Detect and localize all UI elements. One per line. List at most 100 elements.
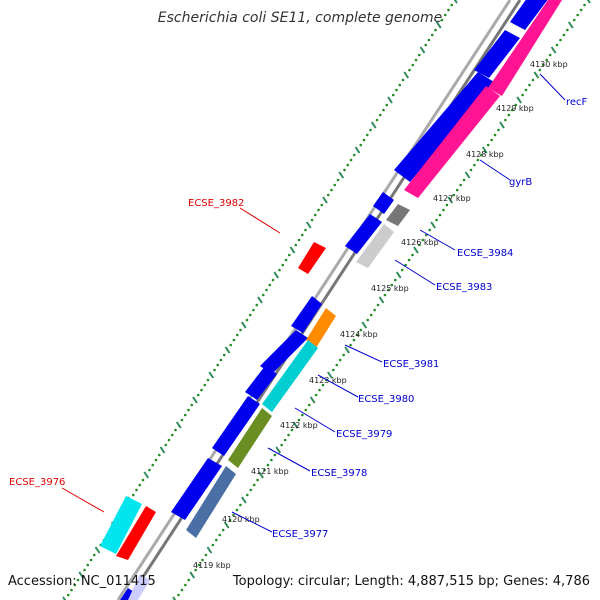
ruler-dot xyxy=(462,178,466,182)
ruler-dot xyxy=(232,513,235,517)
label-leader-line xyxy=(239,207,281,234)
gene-label[interactable]: ECSE_3980 xyxy=(358,394,414,405)
ruler-dot xyxy=(524,88,528,92)
ruler-dot xyxy=(266,463,270,467)
ruler-dot xyxy=(447,8,450,12)
ruler-dash xyxy=(208,371,215,379)
ruler-dot xyxy=(490,138,493,142)
label-leader-line xyxy=(344,344,383,363)
gene-red-3982[interactable] xyxy=(298,242,326,274)
gene-blue-4[interactable] xyxy=(373,192,394,214)
ruler-dot xyxy=(400,268,404,272)
gene-blue-1[interactable] xyxy=(510,0,555,30)
ruler-dot xyxy=(375,118,379,122)
ruler-dot xyxy=(428,228,431,232)
gene-label[interactable]: ECSE_3983 xyxy=(436,282,492,293)
ruler-dot xyxy=(318,388,321,392)
ruler-dot xyxy=(287,433,290,437)
ruler-dot xyxy=(385,103,389,107)
ruler-dot xyxy=(177,593,180,597)
gene-label[interactable]: ECSE_3976 xyxy=(9,477,65,488)
ruler-dot xyxy=(393,278,397,282)
gene-label[interactable]: ECSE_3981 xyxy=(383,359,439,370)
ruler-dot xyxy=(154,458,158,462)
ruler-dot xyxy=(235,508,239,512)
ruler-dot xyxy=(89,558,93,562)
tick-label: 4124 kbp xyxy=(340,330,378,339)
gene-cyan-3976[interactable] xyxy=(100,496,142,554)
ruler-dot xyxy=(317,208,320,212)
ruler-dot xyxy=(265,288,268,292)
ruler-dot xyxy=(359,143,363,147)
ruler-dash xyxy=(354,146,361,154)
summary-label: Topology: circular; Length: 4,887,515 bp… xyxy=(232,574,590,589)
ruler-dot xyxy=(287,253,291,257)
dotted-ruler-outer xyxy=(62,0,458,600)
ruler-dot xyxy=(562,33,566,37)
gene-blue-10[interactable] xyxy=(171,458,222,520)
ruler-dot xyxy=(232,338,236,342)
gene-label[interactable]: gyrB xyxy=(509,177,532,188)
tick-label: 4122 kbp xyxy=(280,421,318,430)
ruler-dot xyxy=(326,193,330,197)
ruler-dot xyxy=(424,43,428,47)
ruler-dot xyxy=(151,463,155,467)
ruler-dash xyxy=(223,521,230,529)
ruler-dot xyxy=(378,113,382,117)
ruler-dot xyxy=(211,543,215,547)
gene-blue-2[interactable] xyxy=(474,30,520,78)
ruler-dash xyxy=(292,421,299,429)
ruler-dot xyxy=(301,413,304,417)
gene-blue-8[interactable] xyxy=(245,366,277,400)
gene-blue-9[interactable] xyxy=(212,396,260,456)
ruler-dot xyxy=(206,378,210,382)
gene-magenta-1[interactable] xyxy=(488,0,562,96)
gene-lavender[interactable] xyxy=(128,574,150,600)
gene-magenta-2[interactable] xyxy=(404,86,500,198)
ruler-dot xyxy=(414,58,418,62)
gene-blue-7[interactable] xyxy=(260,330,308,374)
ruler-dot xyxy=(401,78,405,82)
gene-olive[interactable] xyxy=(228,408,272,468)
tick-label: 4127 kbp xyxy=(433,194,471,203)
gene-blue-5[interactable] xyxy=(345,214,382,254)
gene-label[interactable]: ECSE_3982 xyxy=(188,198,244,209)
gene-label[interactable]: ECSE_3984 xyxy=(457,248,513,259)
ruler-dot xyxy=(249,488,253,492)
ruler-dot xyxy=(531,78,535,82)
ruler-dash xyxy=(257,296,263,304)
gene-blue-3[interactable] xyxy=(394,72,494,182)
gene-orange[interactable] xyxy=(306,308,336,348)
ruler-dot xyxy=(504,118,507,122)
gene-red-3976[interactable] xyxy=(116,506,156,560)
ruler-dot xyxy=(438,213,442,217)
ruler-dash xyxy=(338,171,345,179)
ruler-dot xyxy=(391,93,395,97)
gene-darkgray[interactable] xyxy=(386,204,410,226)
ruler-dot xyxy=(239,503,242,507)
gene-label[interactable]: ECSE_3977 xyxy=(272,529,328,540)
gene-label[interactable]: recF xyxy=(566,97,588,108)
gene-striped[interactable] xyxy=(186,466,236,538)
ruler-dot xyxy=(215,538,218,542)
ruler-dot xyxy=(66,593,70,597)
ruler-dot xyxy=(261,293,265,297)
gene-blue-6[interactable] xyxy=(291,296,322,333)
ruler-dot xyxy=(435,218,438,222)
gene-labels: recF gyrB ECSE_3984 ECSE_3983 ECSE_3981 ECSE_… xyxy=(9,73,588,540)
ruler-dash xyxy=(192,396,198,404)
gene-label[interactable]: ECSE_3979 xyxy=(336,429,392,440)
ruler-dot xyxy=(450,3,454,7)
gene-cyan-1[interactable] xyxy=(262,340,318,412)
ruler-dot xyxy=(245,493,249,497)
ruler-dot xyxy=(579,8,583,12)
ruler-dot xyxy=(273,453,277,457)
gene-lightgray[interactable] xyxy=(356,224,394,268)
gene-label[interactable]: ECSE_3978 xyxy=(311,468,367,479)
ruler-dot xyxy=(76,578,80,582)
tick-label: 4128 kbp xyxy=(466,150,504,159)
tick-label: 4126 kbp xyxy=(401,238,439,247)
ruler-dash xyxy=(159,446,166,454)
accession-label: Accession: NC_011415 xyxy=(8,574,156,589)
ruler-dot xyxy=(455,188,459,192)
